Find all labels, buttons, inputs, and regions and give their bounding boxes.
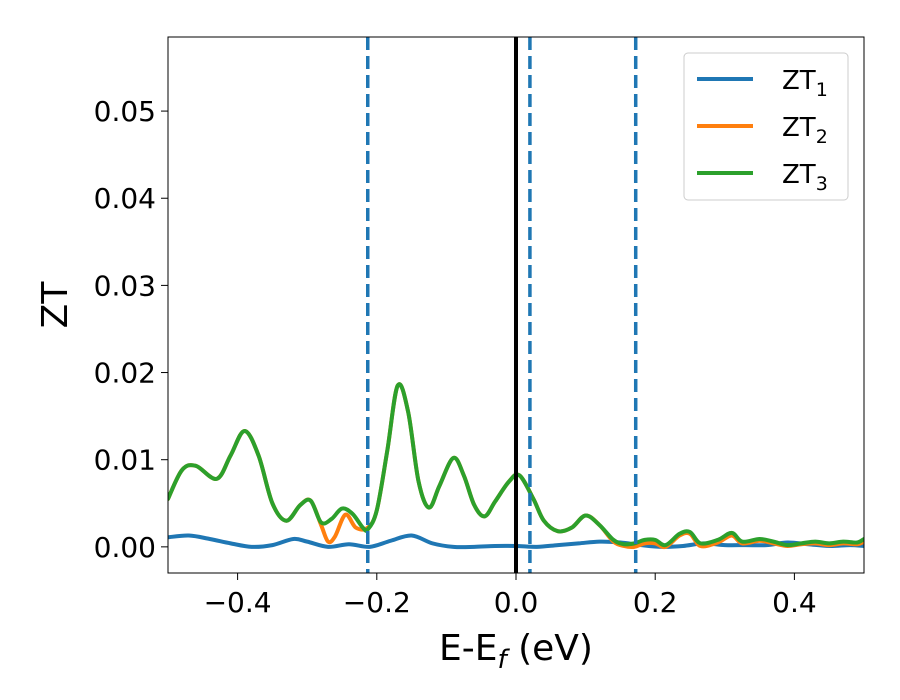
x-tick-label: 0.0 xyxy=(494,586,539,619)
y-tick-label: 0.02 xyxy=(94,357,156,390)
legend-label: ZT2 xyxy=(782,113,828,148)
y-tick-label: 0.01 xyxy=(94,444,156,477)
x-tick-label: 0.2 xyxy=(633,586,678,619)
x-tick-label: −0.2 xyxy=(343,586,411,619)
x-axis: −0.4 −0.2 0.0 0.2 0.4 xyxy=(204,573,817,619)
y-tick-label: 0.05 xyxy=(94,95,156,128)
reference-lines xyxy=(366,37,638,573)
legend-label: ZT1 xyxy=(782,66,828,101)
y-tick-label: 0.00 xyxy=(94,531,156,564)
x-tick-label: 0.4 xyxy=(772,586,817,619)
y-axis: 0.00 0.01 0.02 0.03 0.04 0.05 xyxy=(94,95,168,564)
legend-label: ZT3 xyxy=(782,160,828,195)
series-line-zt3 xyxy=(168,382,864,548)
y-axis-label: ZT xyxy=(35,281,76,329)
plot-frame xyxy=(167,36,865,574)
legend: ZT1 ZT2 ZT3 xyxy=(683,52,849,201)
x-axis-label: E-Ef (eV) xyxy=(439,628,593,675)
legend-box xyxy=(683,52,849,201)
y-tick-label: 0.03 xyxy=(94,269,156,302)
x-tick-label: −0.4 xyxy=(204,586,272,619)
y-tick-label: 0.04 xyxy=(94,182,156,215)
